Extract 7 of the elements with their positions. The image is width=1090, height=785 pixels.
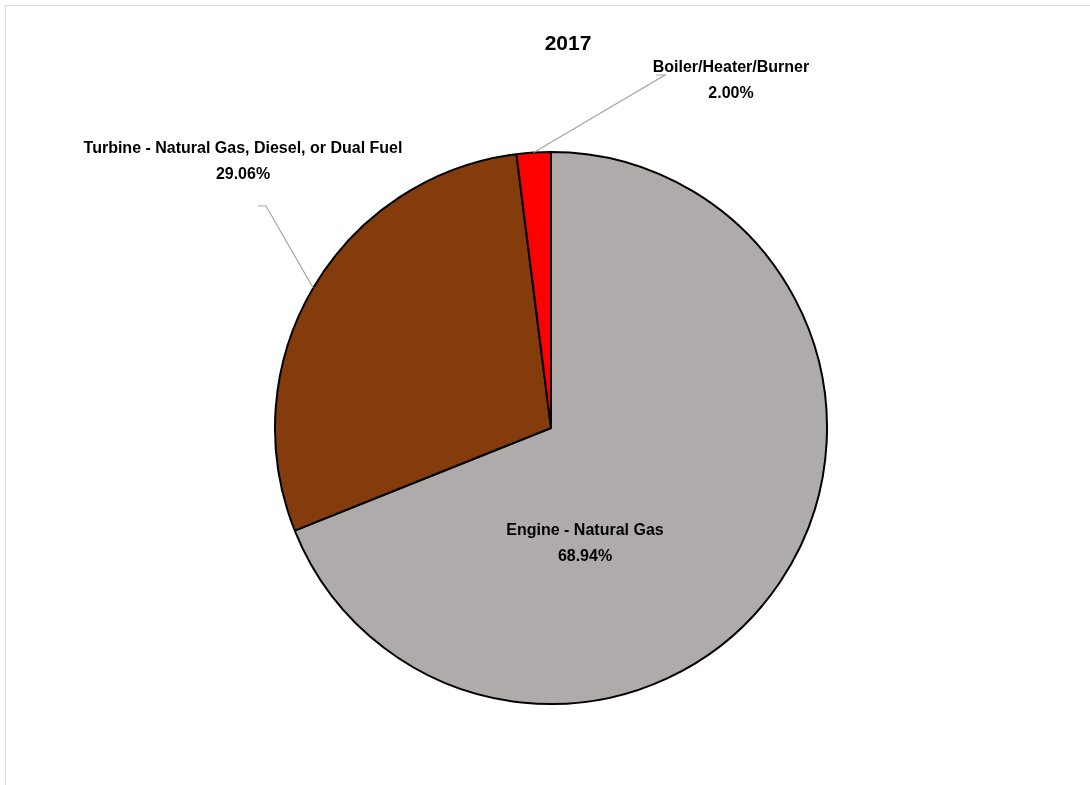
data-label: 2.00% <box>708 84 754 102</box>
data-label: 68.94% <box>557 547 613 565</box>
chart-title: 2017 <box>544 30 592 54</box>
slice-label: Boiler/Heater/Burner <box>652 58 810 76</box>
slice-label: Engine - Natural Gas <box>506 521 664 539</box>
data-label: 29.06% <box>215 165 271 183</box>
slice-label: Turbine - Natural Gas, Diesel, or Dual Fuel <box>83 139 403 157</box>
